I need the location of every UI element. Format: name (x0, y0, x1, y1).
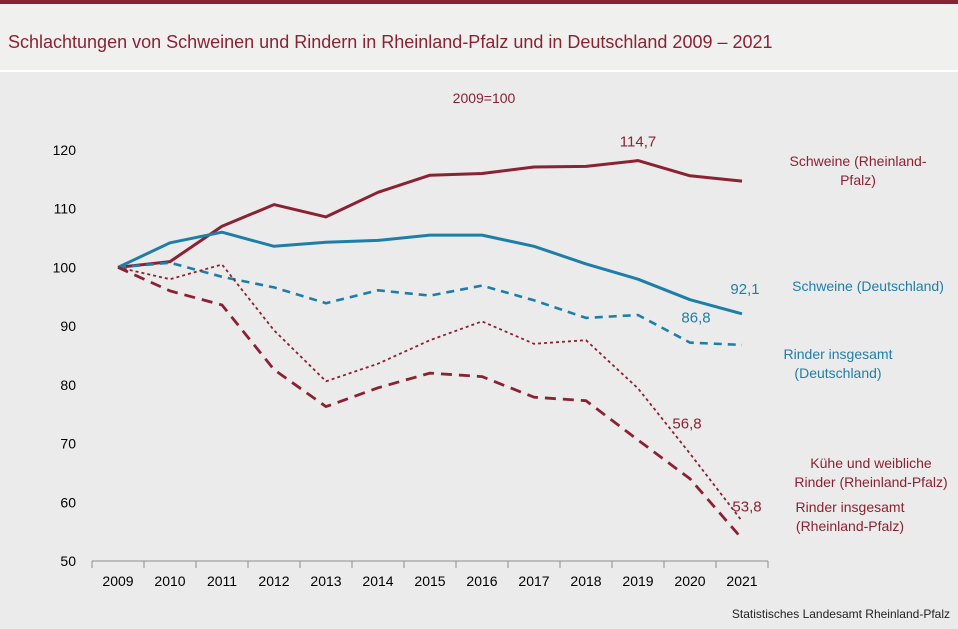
legend-label: (Deutschland) (794, 365, 881, 381)
x-tick-label: 2015 (414, 573, 445, 589)
data-label: 56,8 (672, 416, 701, 433)
x-tick-label: 2009 (102, 573, 133, 589)
x-tick-label: 2016 (466, 573, 497, 589)
title-band: Schlachtungen von Schweinen und Rindern … (0, 4, 958, 70)
legend-label: Kühe und weibliche (810, 455, 932, 471)
legend-label: (Rheinland-Pfalz) (796, 518, 904, 534)
y-tick-label: 100 (53, 259, 77, 275)
source-credit: Statistisches Landesamt Rheinland-Pfalz (731, 607, 950, 621)
page-title: Schlachtungen von Schweinen und Rindern … (8, 32, 773, 52)
data-label: 86,8 (681, 310, 710, 327)
series-line-2 (117, 261, 743, 347)
legend-label: Rinder insgesamt (784, 346, 893, 362)
x-tick-label: 2013 (310, 573, 341, 589)
x-tick-label: 2010 (154, 573, 185, 589)
series-line-0 (117, 159, 743, 269)
y-tick-label: 120 (53, 142, 77, 158)
chart-subtitle: 2009=100 (453, 90, 516, 106)
y-tick-label: 70 (60, 436, 76, 452)
y-tick-label: 60 (60, 494, 76, 510)
x-tick-label: 2020 (674, 573, 705, 589)
legend-label: Pfalz) (840, 172, 876, 188)
x-tick-label: 2018 (570, 573, 601, 589)
y-tick-label: 90 (60, 318, 76, 334)
series-line-1 (117, 230, 743, 316)
y-tick-label: 80 (60, 377, 76, 393)
x-tick-label: 2021 (726, 573, 757, 589)
x-tick-label: 2014 (362, 573, 393, 589)
accent-bar (0, 0, 958, 4)
data-label: 53,8 (732, 499, 761, 516)
x-tick-label: 2019 (622, 573, 653, 589)
x-tick-label: 2011 (207, 573, 237, 589)
data-label: 92,1 (730, 281, 759, 298)
y-tick-label: 50 (60, 553, 76, 569)
title-divider (0, 70, 958, 72)
y-tick-label: 110 (54, 201, 77, 217)
x-tick-label: 2017 (518, 573, 549, 589)
legend-label: Rinder insgesamt (796, 499, 905, 515)
legend-label: Schweine (Deutschland) (792, 278, 944, 294)
legend-label: Rinder (Rheinland-Pfalz) (794, 474, 947, 490)
legend-label: Schweine (Rheinland- (790, 153, 927, 169)
x-tick-label: 2012 (258, 573, 289, 589)
series-line-4 (117, 266, 744, 540)
data-label: 114,7 (620, 134, 656, 151)
